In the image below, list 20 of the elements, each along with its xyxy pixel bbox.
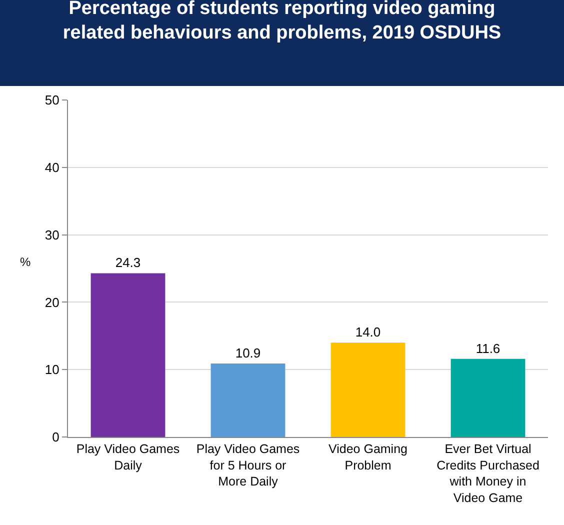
y-tick-label: 20: [44, 294, 60, 310]
bar: [90, 273, 166, 437]
y-tick-label: 10: [44, 362, 60, 378]
x-tick-label: Play Video Games Daily: [76, 442, 180, 472]
x-tick-label: Video Gaming Problem: [328, 442, 408, 472]
bar: [210, 364, 286, 437]
x-tick-label: Ever Bet Virtual Credits Purchased with Money in Video Game: [436, 442, 540, 505]
x-tick-label: Play Video Games for 5 Hours or More Daily: [196, 442, 300, 488]
chart-title: Percentage of students reporting video gaming related behaviours and problems, 2019 OSDUHS: [62, 0, 502, 44]
bar: [330, 342, 406, 437]
y-axis-title: %: [20, 255, 31, 269]
y-tick-label: 50: [44, 92, 60, 108]
data-label: 11.6: [476, 340, 500, 356]
data-label: 10.9: [235, 346, 261, 361]
y-tick-label: 40: [44, 160, 60, 175]
y-tick-label: 30: [44, 227, 60, 242]
y-tick-label: 0: [52, 430, 60, 445]
bar: [450, 358, 526, 437]
data-label: 24.3: [115, 255, 141, 270]
data-label: 14.0: [355, 324, 381, 340]
